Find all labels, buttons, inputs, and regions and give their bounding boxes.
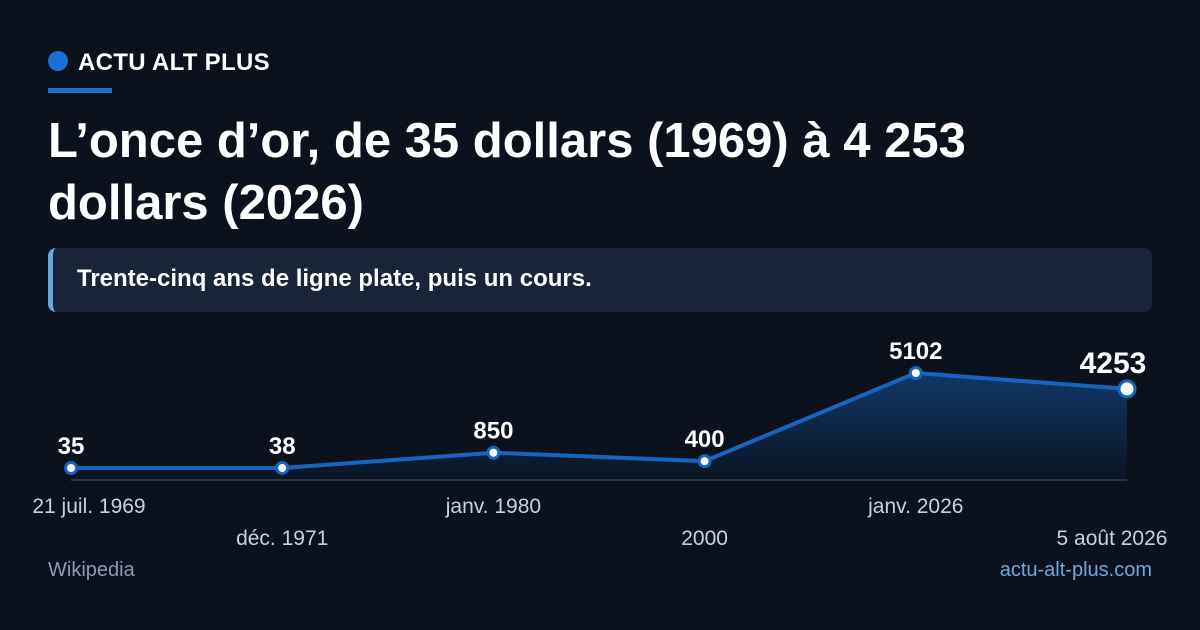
point: [64, 461, 78, 475]
value-label: 35: [58, 433, 85, 460]
x-tick-label: 2000: [681, 527, 728, 550]
subtitle-box: Trente-cinq ans de ligne plate, puis un …: [48, 248, 1152, 312]
brand-dot: [48, 51, 68, 71]
value-label: 5102: [889, 338, 942, 365]
point: [275, 460, 290, 475]
chart-subtitle: Trente-cinq ans de ligne plate, puis un …: [77, 265, 592, 292]
value-label: 4253: [1080, 347, 1147, 380]
value-label: 850: [473, 418, 513, 445]
x-tick-label: déc. 1971: [236, 527, 328, 550]
point: [486, 445, 501, 460]
x-tick-label: 21 juil. 1969: [32, 495, 145, 518]
x-tick-label: janv. 1980: [445, 495, 541, 518]
line: [70, 371, 1128, 470]
area: [71, 373, 1127, 480]
point: [908, 366, 923, 380]
value-label: 400: [685, 426, 725, 453]
brand: ACTU ALT PLUS: [78, 49, 270, 76]
x-tick-label: janv. 2026: [867, 495, 963, 518]
source: Wikipedia: [48, 559, 135, 581]
site-link: actu-alt-plus.com: [999, 559, 1152, 581]
chart-title: L’once d’or, de 35 dollars (1969) à 4 25…: [48, 114, 966, 230]
brand-underline: [48, 88, 112, 93]
point: [1117, 379, 1137, 399]
x-tick-label: 5 août 2026: [1057, 527, 1168, 550]
point: [697, 454, 712, 469]
value-label: 38: [269, 433, 296, 460]
